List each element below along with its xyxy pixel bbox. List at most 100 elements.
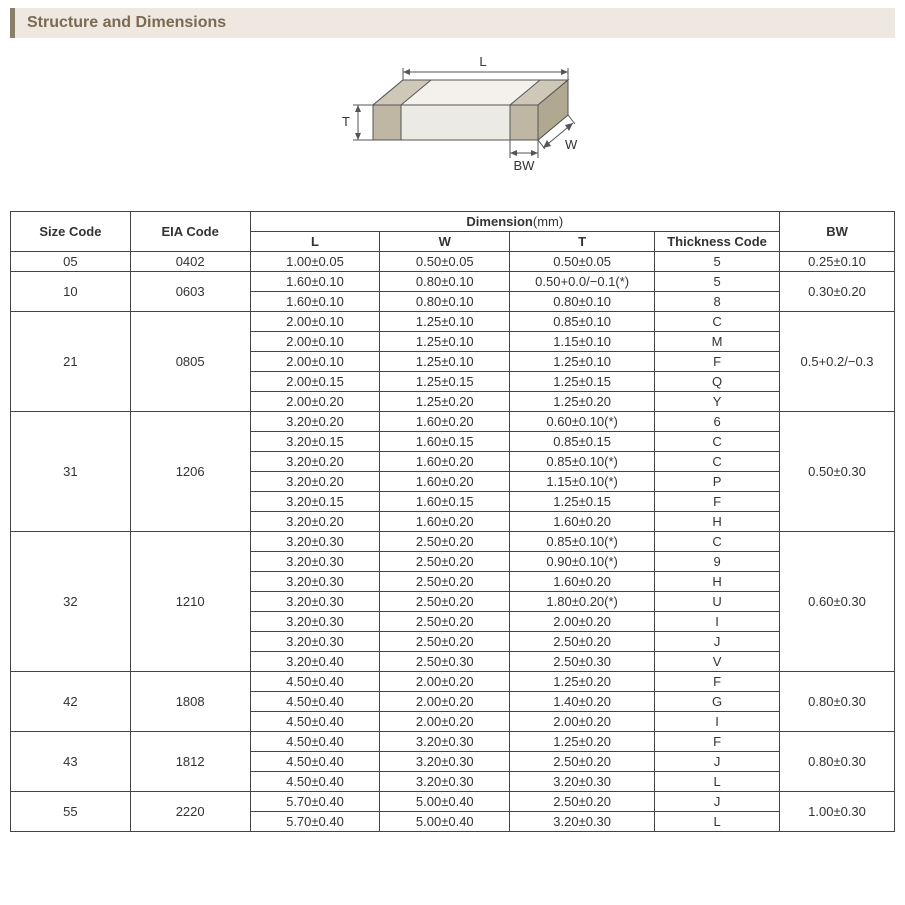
cell-L: 3.20±0.30 <box>250 552 380 572</box>
cell-eia-code: 2220 <box>130 792 250 832</box>
cell-L: 3.20±0.15 <box>250 492 380 512</box>
cell-L: 3.20±0.20 <box>250 412 380 432</box>
cell-L: 4.50±0.40 <box>250 712 380 732</box>
table-row: 3112063.20±0.201.60±0.200.60±0.10(*)60.5… <box>11 412 895 432</box>
cell-tc: 5 <box>655 272 780 292</box>
cell-W: 1.25±0.10 <box>380 352 510 372</box>
th-size-code: Size Code <box>11 212 131 252</box>
cell-T: 1.25±0.20 <box>510 672 655 692</box>
cell-size-code: 05 <box>11 252 131 272</box>
table-body: 0504021.00±0.050.50±0.050.50±0.0550.25±0… <box>11 252 895 832</box>
cell-L: 4.50±0.40 <box>250 772 380 792</box>
cell-size-code: 55 <box>11 792 131 832</box>
cell-L: 2.00±0.10 <box>250 332 380 352</box>
cell-tc: P <box>655 472 780 492</box>
cell-tc: 6 <box>655 412 780 432</box>
cell-bw: 0.5+0.2/−0.3 <box>780 312 895 412</box>
table-row: 1006031.60±0.100.80±0.100.50+0.0/−0.1(*)… <box>11 272 895 292</box>
cell-size-code: 21 <box>11 312 131 412</box>
cell-W: 1.25±0.20 <box>380 392 510 412</box>
diagram-label-W: W <box>565 137 578 152</box>
th-T: T <box>510 232 655 252</box>
cell-tc: C <box>655 312 780 332</box>
cell-tc: I <box>655 612 780 632</box>
table-row: 4318124.50±0.403.20±0.301.25±0.20F0.80±0… <box>11 732 895 752</box>
cell-T: 2.50±0.20 <box>510 752 655 772</box>
cell-L: 3.20±0.30 <box>250 612 380 632</box>
th-dimension: Dimension(mm) <box>250 212 779 232</box>
cell-size-code: 42 <box>11 672 131 732</box>
th-thickness-code: Thickness Code <box>655 232 780 252</box>
cell-bw: 0.60±0.30 <box>780 532 895 672</box>
th-bw: BW <box>780 212 895 252</box>
cell-tc: Q <box>655 372 780 392</box>
diagram-label-L: L <box>479 54 486 69</box>
cell-tc: F <box>655 672 780 692</box>
cell-T: 0.85±0.15 <box>510 432 655 452</box>
cell-T: 0.50±0.05 <box>510 252 655 272</box>
cell-L: 1.60±0.10 <box>250 292 380 312</box>
cell-W: 2.50±0.30 <box>380 652 510 672</box>
cell-L: 5.70±0.40 <box>250 792 380 812</box>
cell-L: 5.70±0.40 <box>250 812 380 832</box>
cell-W: 3.20±0.30 <box>380 732 510 752</box>
cell-W: 3.20±0.30 <box>380 772 510 792</box>
cell-L: 1.60±0.10 <box>250 272 380 292</box>
cell-tc: J <box>655 752 780 772</box>
cell-tc: C <box>655 452 780 472</box>
cell-W: 1.60±0.15 <box>380 492 510 512</box>
cell-bw: 0.50±0.30 <box>780 412 895 532</box>
cell-bw: 0.80±0.30 <box>780 732 895 792</box>
cell-tc: G <box>655 692 780 712</box>
cell-W: 0.50±0.05 <box>380 252 510 272</box>
cell-tc: C <box>655 432 780 452</box>
cell-bw: 0.25±0.10 <box>780 252 895 272</box>
cell-T: 3.20±0.30 <box>510 812 655 832</box>
cell-size-code: 43 <box>11 732 131 792</box>
cell-tc: 5 <box>655 252 780 272</box>
cell-tc: 8 <box>655 292 780 312</box>
cell-W: 2.50±0.20 <box>380 532 510 552</box>
cell-W: 2.50±0.20 <box>380 572 510 592</box>
cell-tc: U <box>655 592 780 612</box>
cell-T: 0.85±0.10 <box>510 312 655 332</box>
cell-T: 0.85±0.10(*) <box>510 532 655 552</box>
cell-W: 2.00±0.20 <box>380 672 510 692</box>
cell-W: 1.60±0.20 <box>380 412 510 432</box>
cell-tc: J <box>655 792 780 812</box>
cell-W: 1.25±0.15 <box>380 372 510 392</box>
cell-eia-code: 1206 <box>130 412 250 532</box>
cell-W: 1.60±0.15 <box>380 432 510 452</box>
cell-T: 1.60±0.20 <box>510 572 655 592</box>
cell-T: 1.60±0.20 <box>510 512 655 532</box>
cell-L: 2.00±0.10 <box>250 352 380 372</box>
cell-tc: J <box>655 632 780 652</box>
cell-T: 0.50+0.0/−0.1(*) <box>510 272 655 292</box>
cell-L: 3.20±0.30 <box>250 592 380 612</box>
section-title: Structure and Dimensions <box>10 8 895 38</box>
cell-T: 1.80±0.20(*) <box>510 592 655 612</box>
cell-L: 3.20±0.20 <box>250 452 380 472</box>
cell-T: 1.15±0.10 <box>510 332 655 352</box>
table-row: 3212103.20±0.302.50±0.200.85±0.10(*)C0.6… <box>11 532 895 552</box>
cell-T: 2.50±0.20 <box>510 792 655 812</box>
cell-W: 5.00±0.40 <box>380 792 510 812</box>
cell-W: 0.80±0.10 <box>380 272 510 292</box>
dimension-diagram: L T W BW <box>0 50 905 193</box>
cell-T: 2.00±0.20 <box>510 712 655 732</box>
th-L: L <box>250 232 380 252</box>
cell-L: 3.20±0.15 <box>250 432 380 452</box>
cell-tc: 9 <box>655 552 780 572</box>
th-eia-code: EIA Code <box>130 212 250 252</box>
cell-L: 4.50±0.40 <box>250 752 380 772</box>
cell-W: 1.60±0.20 <box>380 452 510 472</box>
cell-size-code: 31 <box>11 412 131 532</box>
cell-tc: M <box>655 332 780 352</box>
cell-W: 5.00±0.40 <box>380 812 510 832</box>
cell-L: 2.00±0.20 <box>250 392 380 412</box>
cell-T: 1.25±0.15 <box>510 492 655 512</box>
cell-W: 2.50±0.20 <box>380 612 510 632</box>
cell-W: 2.50±0.20 <box>380 552 510 572</box>
cell-L: 4.50±0.40 <box>250 732 380 752</box>
cell-L: 2.00±0.10 <box>250 312 380 332</box>
